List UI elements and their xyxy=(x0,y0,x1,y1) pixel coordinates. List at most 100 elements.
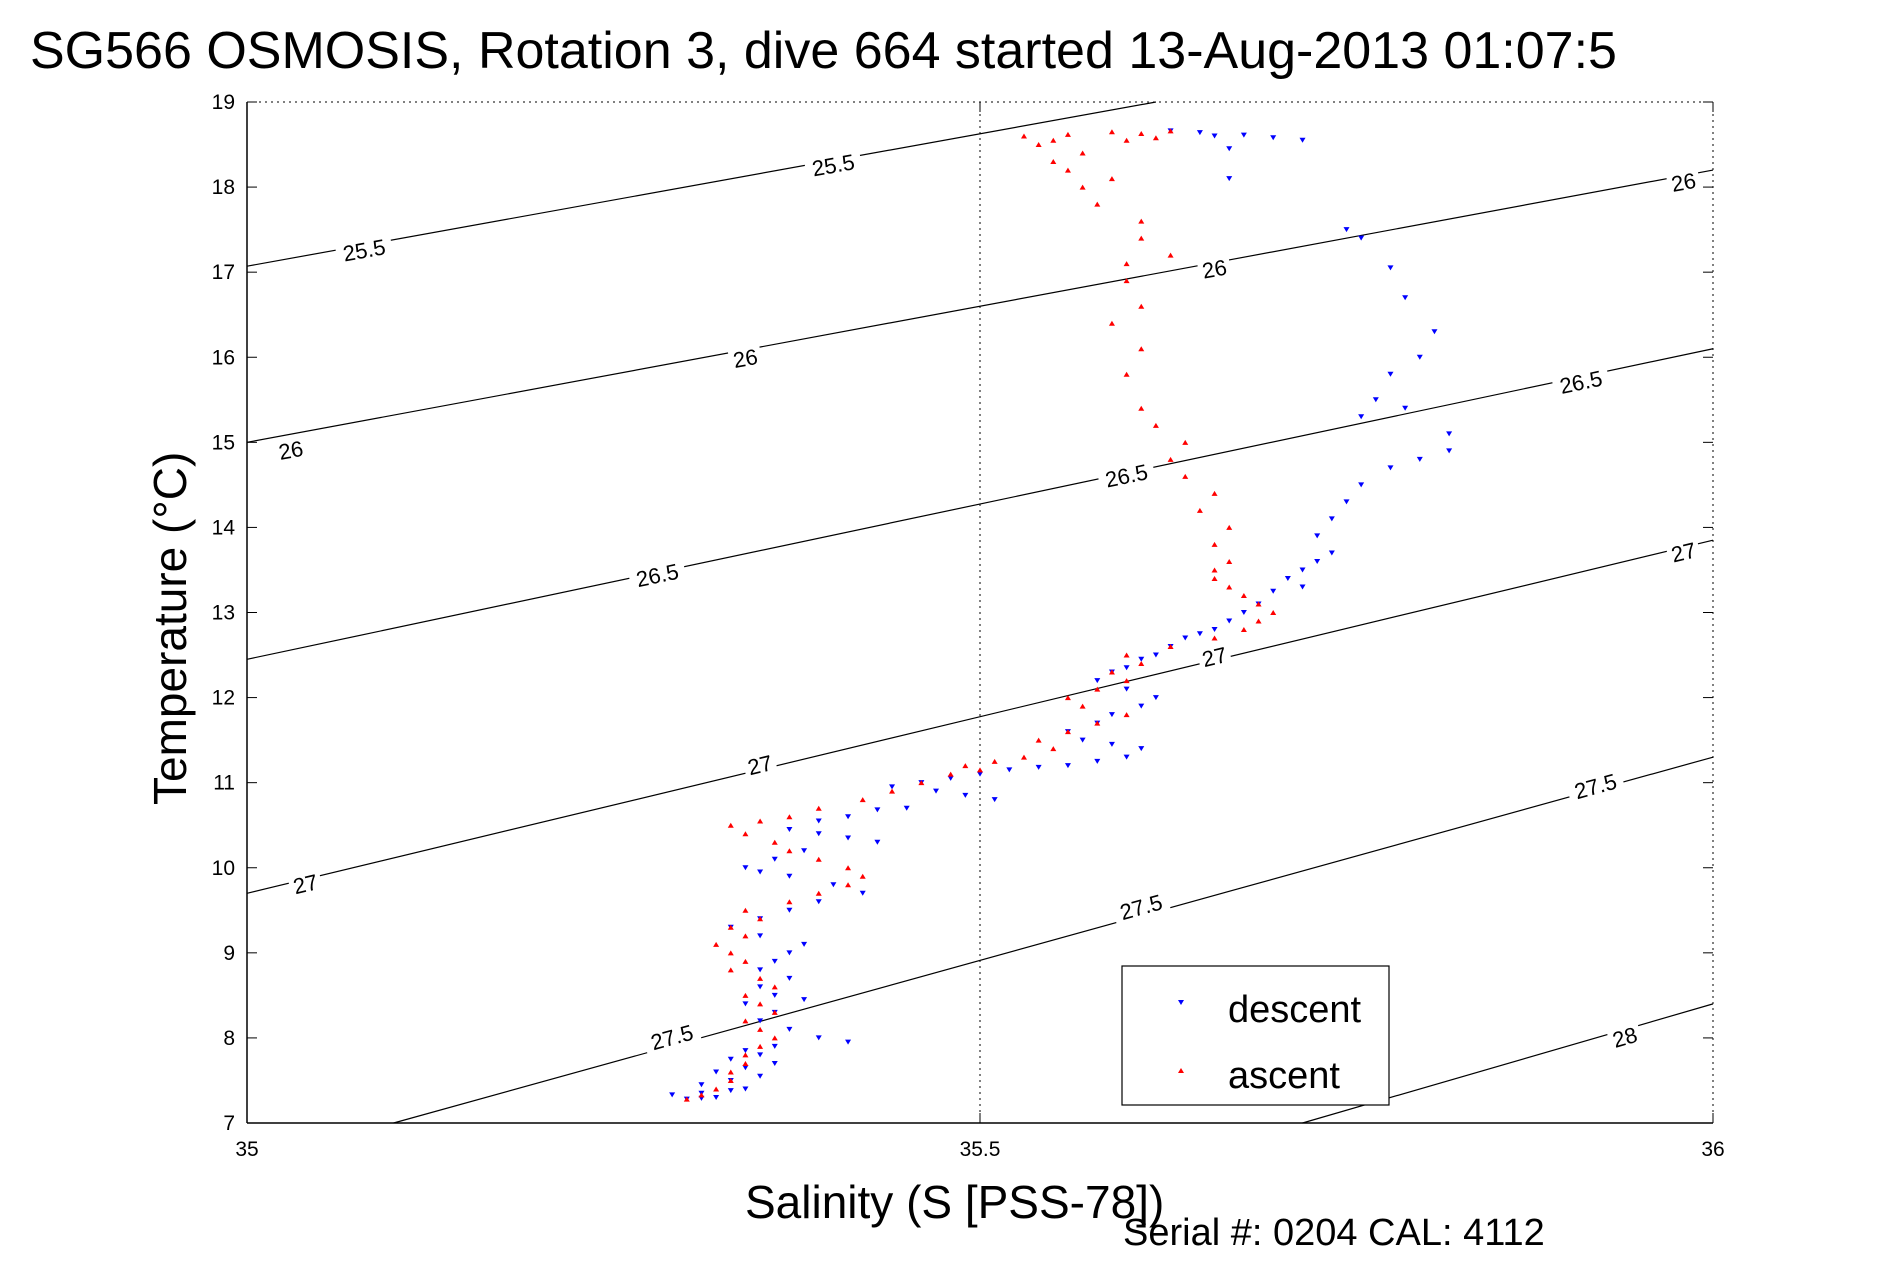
descent-point xyxy=(845,835,852,841)
ascent-point xyxy=(727,950,734,956)
ascent-point xyxy=(1020,754,1027,760)
y-tick-label: 9 xyxy=(223,942,235,965)
descent-point xyxy=(845,814,852,820)
descent-point xyxy=(1138,703,1145,709)
y-tick-label: 8 xyxy=(223,1027,235,1050)
descent-point xyxy=(1138,656,1145,662)
contour-label-text: 27 xyxy=(1200,642,1230,672)
ascent-point xyxy=(1182,439,1189,445)
descent-point xyxy=(786,1026,793,1032)
descent-point xyxy=(1094,758,1101,764)
descent-point xyxy=(1299,137,1306,143)
descent-point xyxy=(1299,584,1306,590)
descent-point xyxy=(801,941,808,947)
descent-point xyxy=(1328,516,1335,522)
x-tick-label: 35.5 xyxy=(960,1138,1001,1161)
ascent-point xyxy=(1123,261,1130,267)
descent-point xyxy=(1108,712,1115,718)
contour-label-text: 26 xyxy=(1669,168,1698,197)
ascent-point xyxy=(1035,142,1042,148)
descent-point xyxy=(1211,627,1218,633)
ascent-point xyxy=(1123,137,1130,143)
x-tick-label: 35 xyxy=(235,1138,258,1161)
contour-label-27: 27 xyxy=(1195,641,1233,672)
descent-point xyxy=(771,856,778,862)
ascent-point xyxy=(918,780,925,786)
ascent-point xyxy=(815,805,822,811)
descent-point xyxy=(786,826,793,832)
descent-point xyxy=(742,1065,749,1071)
descent-point xyxy=(815,899,822,905)
y-tick-label: 10 xyxy=(212,857,235,880)
ascent-point xyxy=(845,882,852,888)
y-tick-label: 14 xyxy=(212,516,236,539)
ascent-point xyxy=(1108,129,1115,135)
ascent-point xyxy=(1064,131,1071,137)
descent-point xyxy=(815,818,822,824)
contour-label-bg xyxy=(272,435,309,465)
ascent-point xyxy=(713,1086,720,1092)
descent-point xyxy=(1387,371,1394,377)
contour-label-26-5: 26.5 xyxy=(627,557,688,593)
descent-point xyxy=(1270,588,1277,594)
descent-point xyxy=(757,869,764,875)
descent-point xyxy=(757,1018,764,1024)
ascent-point xyxy=(1094,686,1101,692)
descent-point xyxy=(1416,354,1423,360)
ascent-point xyxy=(1138,405,1145,411)
descent-point xyxy=(815,1035,822,1041)
contour-label-bg xyxy=(641,1017,703,1056)
y-axis-label: Temperature (°C) xyxy=(144,452,196,805)
descent-point xyxy=(1196,130,1203,136)
descent-point xyxy=(1123,665,1130,671)
ascent-point xyxy=(1167,252,1174,258)
descent-point xyxy=(771,992,778,998)
ascent-point xyxy=(1226,584,1233,590)
descent-point xyxy=(1226,176,1233,182)
descent-point xyxy=(669,1092,676,1098)
ascent-point xyxy=(1255,618,1262,624)
ascent-point xyxy=(1182,473,1189,479)
contour-label-bg xyxy=(1550,364,1611,400)
ascent-point xyxy=(1226,524,1233,530)
ascent-point xyxy=(742,831,749,837)
descent-point xyxy=(874,807,881,813)
descent-point xyxy=(1152,695,1159,701)
descent-point xyxy=(1387,465,1394,471)
ascent-point xyxy=(757,1043,764,1049)
ascent-point xyxy=(1138,661,1145,667)
descent-point xyxy=(1123,754,1130,760)
descent-point xyxy=(903,805,910,811)
ascent-point xyxy=(742,907,749,913)
descent-point xyxy=(1123,686,1130,692)
descent-point xyxy=(742,1086,749,1092)
y-tick-label: 11 xyxy=(213,772,235,795)
descent-point xyxy=(1446,448,1453,454)
x-ticks: 35 35.5 36 xyxy=(235,102,1725,1161)
ascent-point xyxy=(1138,346,1145,352)
legend-descent-marker xyxy=(1178,1000,1184,1005)
descent-point xyxy=(1108,741,1115,747)
descent-point xyxy=(727,1056,734,1062)
descent-point xyxy=(947,775,954,781)
descent-point xyxy=(1314,533,1321,539)
chart-title: SG566 OSMOSIS, Rotation 3, dive 664 star… xyxy=(30,22,1617,80)
y-ticks: 7 8 9 10 11 12 13 14 15 16 17 18 19 xyxy=(212,91,1713,1135)
contour-label-26: 26 xyxy=(272,435,309,465)
descent-point xyxy=(801,997,808,1003)
descent-point xyxy=(1196,631,1203,637)
ascent-point xyxy=(742,1060,749,1066)
legend-box xyxy=(1121,965,1390,1106)
legend: descent ascent xyxy=(1121,965,1390,1106)
descent-point xyxy=(1416,456,1423,462)
contour-line-27-5 xyxy=(393,756,1714,1124)
y-tick-label: 7 xyxy=(223,1112,235,1135)
ascent-point xyxy=(727,967,734,973)
descent-point xyxy=(830,882,837,888)
ascent-point xyxy=(1211,635,1218,641)
ascent-point xyxy=(1079,703,1086,709)
descent-point xyxy=(1182,635,1189,641)
contour-label-26: 26 xyxy=(727,343,764,373)
plot-area: 25.525.52626262626.526.526.52727272727.5… xyxy=(212,91,1725,1161)
